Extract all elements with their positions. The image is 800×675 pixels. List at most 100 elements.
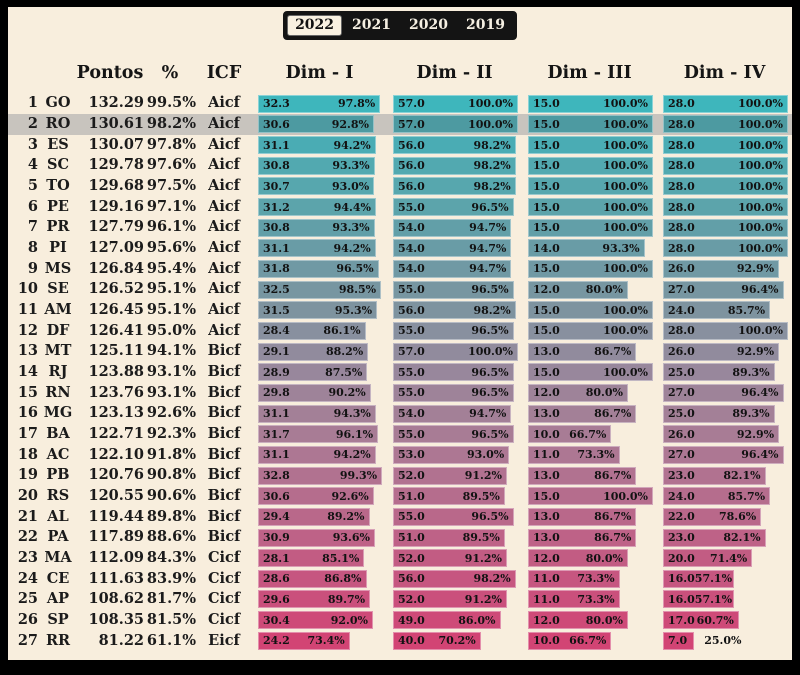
table-row-AP[interactable]: 25 AP 108.62 81.7% Cicf 29.6 89.7% 52.0 … bbox=[8, 589, 792, 610]
table-row-AC[interactable]: 18 AC 122.10 91.8% Bicf 31.1 94.2% 53.0 … bbox=[8, 445, 792, 466]
table-row-RS[interactable]: 20 RS 120.55 90.6% Bicf 30.6 92.6% 51.0 … bbox=[8, 486, 792, 507]
dim-bar: 24.0 85.7% bbox=[663, 301, 771, 320]
rank: 17 bbox=[17, 424, 38, 442]
dim2-cell: 49.0 86.0% bbox=[387, 610, 522, 631]
dim-bar: 13.0 86.7% bbox=[528, 342, 637, 361]
dim2-cell: 56.0 98.2% bbox=[387, 155, 522, 176]
percent-value: 95.1% bbox=[146, 301, 196, 319]
table-row-PA[interactable]: 22 PA 117.89 88.6% Bicf 30.9 93.6% 51.0 … bbox=[8, 527, 792, 548]
dim-percent: 82.1% bbox=[723, 469, 761, 483]
table-row-PB[interactable]: 19 PB 120.76 90.8% Bicf 32.8 99.3% 52.0 … bbox=[8, 465, 792, 486]
table-row-AM[interactable]: 11 AM 126.45 95.1% Aicf 31.5 95.3% 56.0 … bbox=[8, 300, 792, 321]
table-row-RO[interactable]: 2 RO 130.61 98.2% Aicf 30.6 92.8% 57.0 1… bbox=[8, 114, 792, 135]
dim-percent: 89.7% bbox=[327, 592, 366, 606]
dim-value: 31.1 bbox=[263, 241, 290, 255]
dim-bar: 20.0 71.4% bbox=[663, 549, 753, 568]
table-row-RN[interactable]: 15 RN 123.76 93.1% Bicf 29.8 90.2% 55.0 … bbox=[8, 383, 792, 404]
table-row-ES[interactable]: 3 ES 130.07 97.8% Aicf 31.1 94.2% 56.0 9… bbox=[8, 135, 792, 156]
dim3-cell: 15.0 100.0% bbox=[522, 321, 657, 342]
dim-percent: 93.0% bbox=[467, 448, 505, 462]
dim-bar: 23.0 82.1% bbox=[663, 528, 766, 547]
dim-bar: 17.0 60.7% bbox=[663, 611, 739, 630]
dim-value: 31.1 bbox=[263, 407, 290, 421]
pontos-value: 112.09 bbox=[88, 548, 145, 566]
dim-percent: 100.0% bbox=[738, 117, 783, 131]
rank: 2 bbox=[27, 115, 38, 133]
dim-percent: 97.8% bbox=[338, 97, 376, 111]
dim-value: 15.0 bbox=[533, 117, 560, 131]
dim-percent: 100.0% bbox=[468, 97, 513, 111]
dim-percent: 100.0% bbox=[738, 138, 783, 152]
dim3-cell: 12.0 80.0% bbox=[522, 279, 657, 300]
dim-value: 51.0 bbox=[398, 489, 425, 503]
dim-percent: 73.3% bbox=[577, 592, 615, 606]
tab-2022[interactable]: 2022 bbox=[287, 15, 343, 37]
table-row-BA[interactable]: 17 BA 122.71 92.3% Bicf 31.7 96.1% 55.0 … bbox=[8, 424, 792, 445]
dim-value: 28.0 bbox=[668, 179, 695, 193]
dim-bar: 30.9 93.6% bbox=[258, 528, 375, 547]
table-row-MA[interactable]: 23 MA 112.09 84.3% Cicf 28.1 85.1% 52.0 … bbox=[8, 548, 792, 569]
icf-class: Eicf bbox=[208, 631, 240, 649]
table-row-DF[interactable]: 12 DF 126.41 95.0% Aicf 28.4 86.1% 55.0 … bbox=[8, 321, 792, 342]
state-code: PB bbox=[46, 466, 70, 484]
dim2-cell: 56.0 98.2% bbox=[387, 300, 522, 321]
dim-bar: 30.4 92.0% bbox=[258, 611, 373, 630]
dim-percent: 73.4% bbox=[307, 634, 345, 648]
table-row-SP[interactable]: 26 SP 108.35 81.5% Cicf 30.4 92.0% 49.0 … bbox=[8, 610, 792, 631]
table-row-MT[interactable]: 13 MT 125.11 94.1% Bicf 29.1 88.2% 57.0 … bbox=[8, 341, 792, 362]
dim-percent: 100.0% bbox=[738, 241, 783, 255]
dim-value: 20.0 bbox=[668, 551, 695, 565]
table-row-PR[interactable]: 7 PR 127.79 96.1% Aicf 30.8 93.3% 54.0 9… bbox=[8, 217, 792, 238]
dim-percent: 96.5% bbox=[471, 200, 509, 214]
dim-percent: 94.2% bbox=[333, 241, 371, 255]
tab-2020[interactable]: 2020 bbox=[401, 15, 456, 36]
table-row-SC[interactable]: 4 SC 129.78 97.6% Aicf 30.8 93.3% 56.0 9… bbox=[8, 155, 792, 176]
percent-value: 95.0% bbox=[146, 321, 196, 339]
dim-bar: 15.0 100.0% bbox=[528, 94, 653, 113]
table-header: Pontos % ICF Dim - I Dim - II Dim - III … bbox=[8, 60, 792, 86]
dim2-cell: 55.0 96.5% bbox=[387, 279, 522, 300]
table-row-RR[interactable]: 27 RR 81.22 61.1% Eicf 24.2 73.4% 40.0 7… bbox=[8, 630, 792, 651]
rank: 9 bbox=[27, 259, 38, 277]
dim-percent: 98.2% bbox=[473, 138, 511, 152]
table-row-PI[interactable]: 8 PI 127.09 95.6% Aicf 31.1 94.2% 54.0 9… bbox=[8, 238, 792, 259]
table-row-AL[interactable]: 21 AL 119.44 89.8% Bicf 29.4 89.2% 55.0 … bbox=[8, 507, 792, 528]
state-code: RS bbox=[46, 486, 70, 504]
dim-value: 23.0 bbox=[668, 469, 695, 483]
dim-percent: 100.0% bbox=[603, 489, 648, 503]
dim-bar: 52.0 91.2% bbox=[393, 466, 507, 485]
pontos-value: 126.84 bbox=[88, 259, 145, 277]
dim3-cell: 15.0 100.0% bbox=[522, 486, 657, 507]
dim-value: 56.0 bbox=[398, 303, 425, 317]
tab-2021[interactable]: 2021 bbox=[344, 15, 399, 36]
dim-value: 49.0 bbox=[398, 613, 425, 627]
icf-class: Aicf bbox=[208, 197, 240, 215]
table-row-TO[interactable]: 5 TO 129.68 97.5% Aicf 30.7 93.0% 56.0 9… bbox=[8, 176, 792, 197]
dim-bar: 15.0 100.0% bbox=[528, 363, 653, 382]
dim-percent: 86.7% bbox=[594, 469, 632, 483]
dim-bar: 28.0 100.0% bbox=[663, 136, 788, 155]
dim-bar: 15.0 100.0% bbox=[528, 115, 653, 134]
table-row-RJ[interactable]: 14 RJ 123.88 93.1% Bicf 28.9 87.5% 55.0 … bbox=[8, 362, 792, 383]
percent-value: 97.6% bbox=[146, 156, 196, 174]
state-code: ES bbox=[47, 135, 69, 153]
tab-2019[interactable]: 2019 bbox=[458, 15, 513, 36]
dim1-cell: 31.1 94.2% bbox=[252, 445, 387, 466]
table-row-SE[interactable]: 10 SE 126.52 95.1% Aicf 32.5 98.5% 55.0 … bbox=[8, 279, 792, 300]
dim-value: 31.8 bbox=[263, 262, 290, 276]
dim-bar: 13.0 86.7% bbox=[528, 507, 637, 526]
dim-value: 52.0 bbox=[398, 469, 425, 483]
table-row-PE[interactable]: 6 PE 129.16 97.1% Aicf 31.2 94.4% 55.0 9… bbox=[8, 197, 792, 218]
dim-bar: 7.0 bbox=[663, 631, 695, 650]
dim1-cell: 30.7 93.0% bbox=[252, 176, 387, 197]
dim4-cell: 26.0 92.9% bbox=[657, 259, 792, 280]
table-row-MG[interactable]: 16 MG 123.13 92.6% Bicf 31.1 94.3% 54.0 … bbox=[8, 403, 792, 424]
dim-percent: 85.7% bbox=[727, 489, 766, 503]
dim-percent: 85.7% bbox=[727, 303, 766, 317]
dim-value: 55.0 bbox=[398, 386, 425, 400]
dim-value: 51.0 bbox=[398, 531, 425, 544]
table-row-GO[interactable]: 1 GO 132.29 99.5% Aicf 32.3 97.8% 57.0 1… bbox=[8, 93, 792, 114]
table-row-MS[interactable]: 9 MS 126.84 95.4% Aicf 31.8 96.5% 54.0 9… bbox=[8, 259, 792, 280]
dim-bar: 54.0 94.7% bbox=[393, 404, 512, 423]
table-row-CE[interactable]: 24 CE 111.63 83.9% Cicf 28.6 86.8% 56.0 … bbox=[8, 568, 792, 589]
